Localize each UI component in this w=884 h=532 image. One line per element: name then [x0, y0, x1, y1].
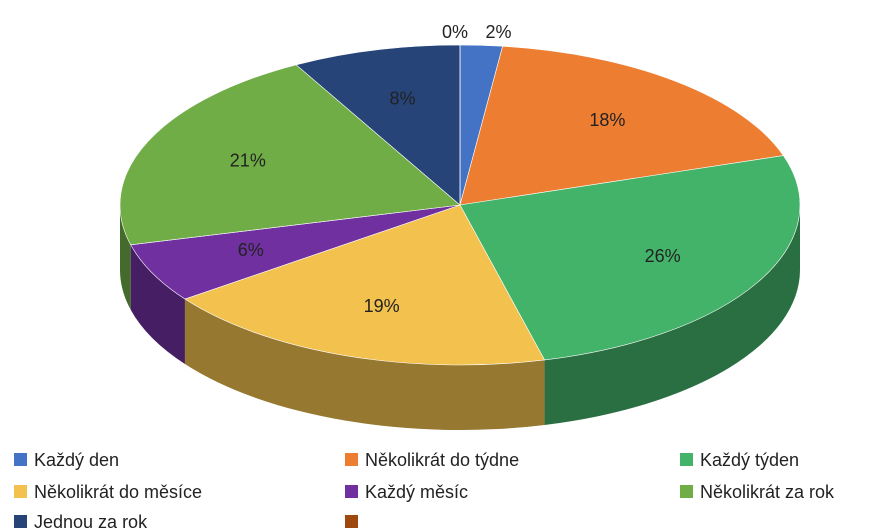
slice: [184, 204, 546, 366]
data-label: 21%: [230, 151, 266, 171]
legend-label: Jednou za rok: [34, 512, 148, 532]
legend-swatch: [345, 453, 358, 466]
data-label: 18%: [589, 110, 625, 130]
slice-side: [120, 205, 131, 310]
legend-label: Každý týden: [700, 450, 799, 470]
legend-swatch: [14, 515, 27, 528]
data-label: 26%: [645, 246, 681, 266]
legend-label: Několikrát do měsíce: [34, 482, 202, 502]
slice: [295, 44, 461, 206]
legend-swatch: [14, 453, 27, 466]
legend-label: Několikrát do týdne: [365, 450, 519, 470]
slice: [459, 45, 784, 206]
slice-side: [544, 205, 800, 425]
legend-label: Každý měsíc: [365, 482, 468, 502]
legend-swatch: [14, 485, 27, 498]
data-label: 8%: [389, 88, 415, 108]
legend-swatch: [345, 485, 358, 498]
legend-label: Několikrát za rok: [700, 482, 835, 502]
data-label: 6%: [238, 240, 264, 260]
slice: [130, 204, 461, 300]
data-label: 2%: [485, 22, 511, 42]
legend-swatch: [345, 515, 358, 528]
slice-side: [184, 299, 545, 430]
legend-label: Každý den: [34, 450, 119, 470]
data-label: 19%: [364, 296, 400, 316]
legend-swatch: [680, 453, 693, 466]
slice: [459, 155, 801, 361]
slice: [119, 64, 461, 246]
legend-swatch: [680, 485, 693, 498]
data-label: 0%: [442, 22, 468, 42]
slice-side: [130, 244, 185, 365]
